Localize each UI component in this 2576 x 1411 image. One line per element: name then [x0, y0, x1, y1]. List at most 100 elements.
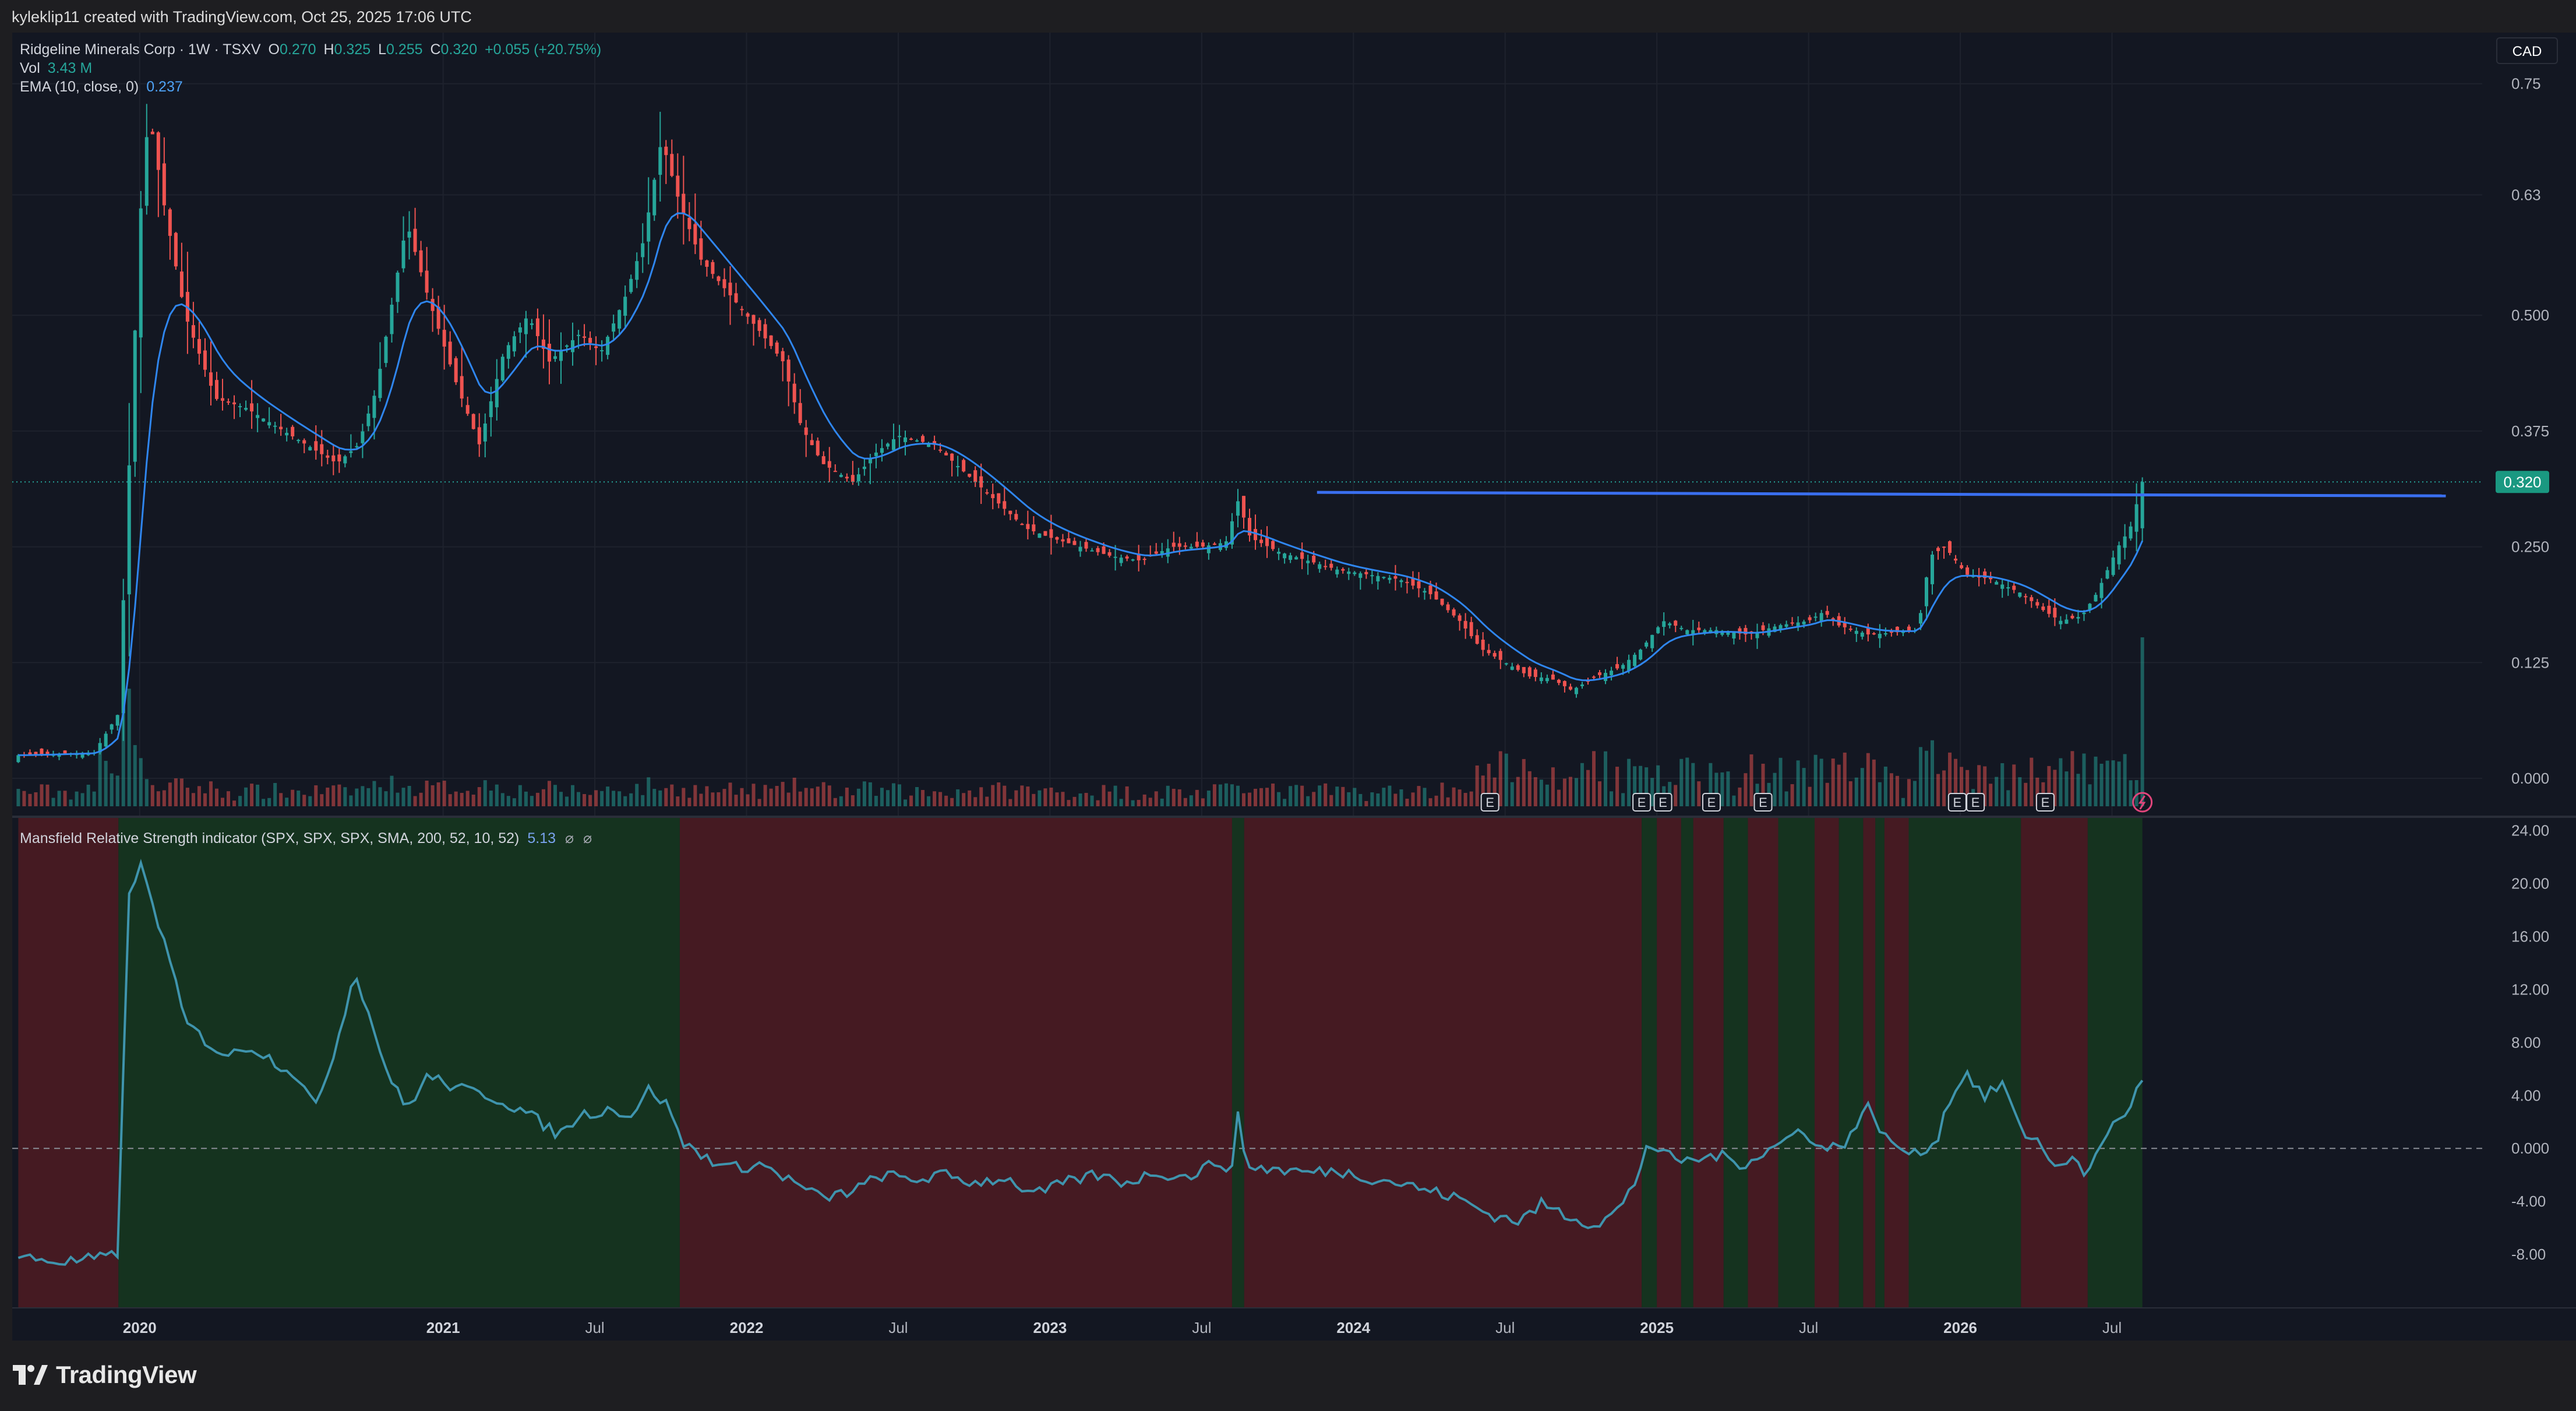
candle-body[interactable] [442, 330, 446, 347]
candle-body[interactable] [1854, 630, 1858, 634]
candle-body[interactable] [1808, 617, 1812, 620]
candle-body[interactable] [314, 441, 318, 451]
candle-body[interactable] [197, 338, 201, 354]
candle-body[interactable] [1516, 665, 1520, 670]
candle-body[interactable] [1347, 572, 1351, 574]
candle-body[interactable] [1656, 627, 1660, 633]
candle-body[interactable] [612, 323, 616, 332]
candle-body[interactable] [413, 228, 417, 252]
candle-body[interactable] [1983, 571, 1987, 578]
candle-body[interactable] [1055, 537, 1059, 540]
candle-body[interactable] [1458, 615, 1462, 621]
candle-body[interactable] [150, 132, 154, 135]
candle-body[interactable] [1475, 635, 1479, 644]
candle-body[interactable] [512, 336, 516, 352]
candle-body[interactable] [419, 250, 423, 273]
candle-body[interactable] [985, 492, 989, 494]
candle-body[interactable] [583, 336, 587, 338]
candle-body[interactable] [903, 437, 908, 442]
candle-body[interactable] [1358, 573, 1363, 578]
candle-body[interactable] [320, 444, 324, 454]
candle-body[interactable] [746, 313, 750, 317]
candle-body[interactable] [430, 299, 435, 311]
candle-body[interactable] [495, 379, 499, 408]
candle-body[interactable] [933, 441, 937, 445]
earnings-marker[interactable] [1480, 793, 1499, 812]
candle-body[interactable] [1551, 674, 1555, 680]
candle-body[interactable] [448, 341, 452, 365]
candle-body[interactable] [156, 132, 160, 170]
candle-body[interactable] [1399, 580, 1403, 583]
candle-body[interactable] [1860, 632, 1864, 637]
candle-body[interactable] [1411, 578, 1415, 586]
candle-body[interactable] [629, 278, 633, 292]
candle-body[interactable] [804, 427, 808, 435]
candle-body[interactable] [1965, 567, 1970, 575]
candle-body[interactable] [2088, 604, 2092, 610]
candle-body[interactable] [617, 310, 622, 329]
candle-body[interactable] [1883, 633, 1887, 635]
candle-body[interactable] [396, 273, 400, 302]
candle-body[interactable] [1026, 524, 1030, 530]
candle-body[interactable] [775, 342, 779, 354]
candle-body[interactable] [1668, 623, 1672, 626]
candle-body[interactable] [722, 279, 726, 288]
candle-body[interactable] [1825, 611, 1829, 615]
candle-body[interactable] [1948, 541, 1952, 553]
earnings-marker[interactable] [1653, 793, 1672, 812]
candle-body[interactable] [1574, 687, 1578, 694]
candle-body[interactable] [244, 408, 248, 410]
candle-body[interactable] [1423, 591, 1427, 593]
candle-body[interactable] [647, 212, 651, 242]
candle-body[interactable] [1720, 630, 1724, 635]
candle-body[interactable] [98, 743, 102, 753]
candle-body[interactable] [162, 163, 166, 206]
candle-body[interactable] [827, 461, 831, 468]
candle-body[interactable] [1645, 642, 1649, 647]
candle-body[interactable] [851, 475, 855, 482]
candle-body[interactable] [1102, 546, 1106, 554]
candle-body[interactable] [40, 749, 44, 754]
candle-body[interactable] [115, 715, 119, 726]
candle-body[interactable] [1790, 622, 1794, 624]
candle-body[interactable] [623, 297, 627, 316]
candle-body[interactable] [553, 356, 557, 359]
candle-body[interactable] [1131, 559, 1135, 561]
candle-body[interactable] [1405, 581, 1409, 583]
candle-body[interactable] [1329, 563, 1333, 568]
candle-body[interactable] [594, 346, 598, 348]
candle-body[interactable] [1562, 681, 1566, 686]
candle-body[interactable] [973, 470, 978, 482]
candle-body[interactable] [1254, 529, 1258, 541]
candle-body[interactable] [1510, 666, 1514, 670]
candle-body[interactable] [2123, 536, 2127, 548]
candle-body[interactable] [664, 146, 668, 156]
candle-body[interactable] [728, 283, 732, 295]
candle-body[interactable] [792, 383, 796, 403]
candle-body[interactable] [1679, 627, 1684, 629]
candle-body[interactable] [547, 344, 551, 362]
candle-body[interactable] [1189, 546, 1193, 549]
candle-body[interactable] [378, 369, 382, 398]
candle-body[interactable] [845, 477, 849, 479]
candle-body[interactable] [1557, 679, 1561, 683]
candle-body[interactable] [361, 431, 365, 443]
candle-body[interactable] [2140, 482, 2144, 528]
tradingview-logo[interactable]: TradingView [13, 1360, 197, 1389]
candle-body[interactable] [1813, 616, 1818, 618]
candle-body[interactable] [530, 323, 534, 325]
candle-body[interactable] [1142, 559, 1146, 560]
candle-body[interactable] [897, 436, 901, 438]
candle-body[interactable] [1977, 576, 1981, 578]
candle-body[interactable] [2012, 585, 2016, 590]
candle-body[interactable] [757, 320, 761, 331]
candle-body[interactable] [699, 238, 703, 260]
candle-body[interactable] [658, 147, 662, 175]
candle-body[interactable] [1819, 613, 1823, 622]
candle-body[interactable] [168, 209, 172, 236]
candle-body[interactable] [1265, 537, 1269, 546]
candle-body[interactable] [763, 324, 767, 338]
candle-body[interactable] [2082, 612, 2086, 615]
